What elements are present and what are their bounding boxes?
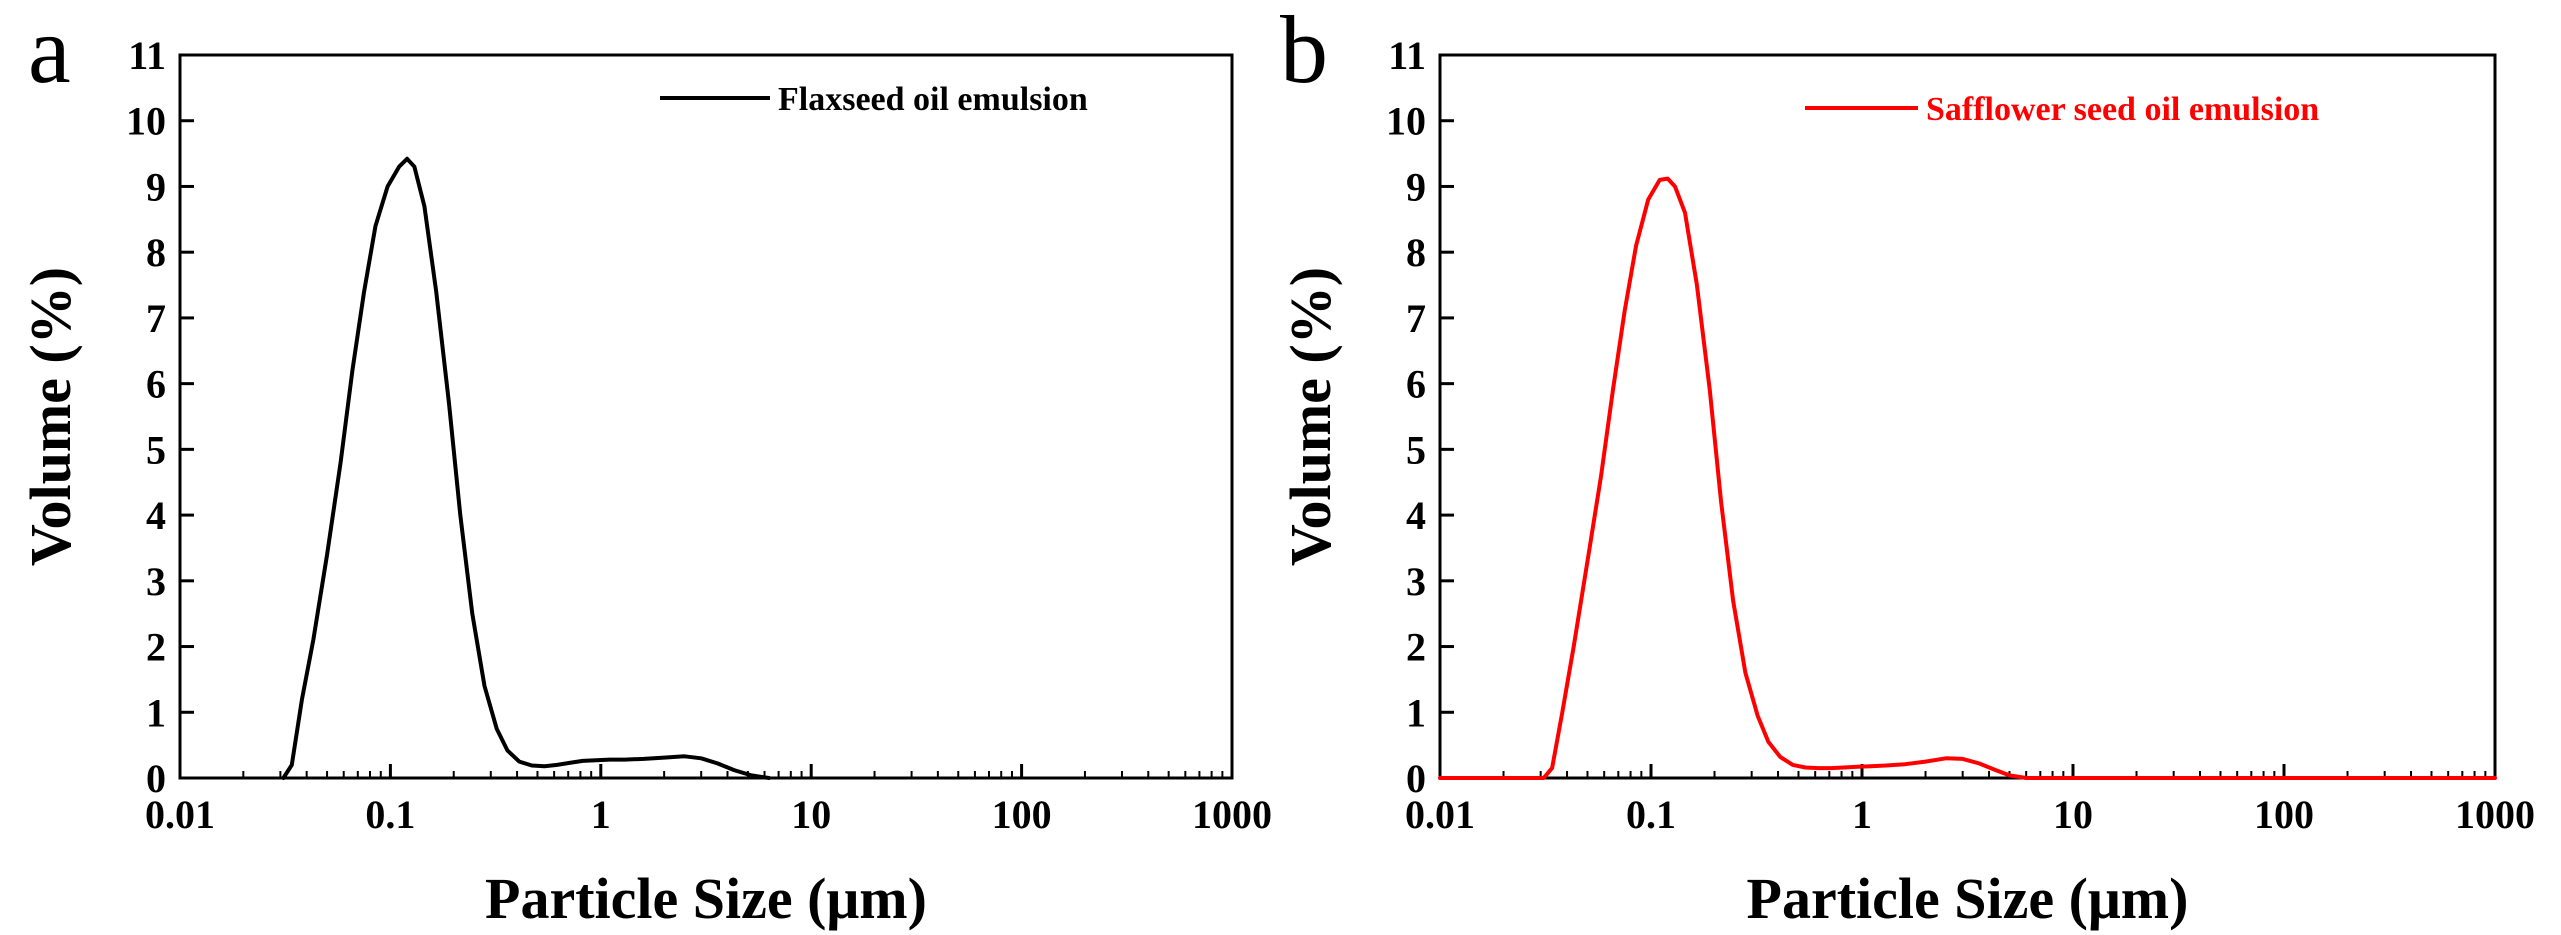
- x-tick-label: 1: [1852, 792, 1872, 837]
- x-tick-label: 0.01: [145, 792, 215, 837]
- y-tick-label: 4: [146, 493, 166, 538]
- y-tick-label: 11: [128, 33, 166, 78]
- y-tick-label: 8: [1406, 230, 1426, 275]
- y-tick-label: 6: [1406, 362, 1426, 407]
- x-tick-label: 1000: [1192, 792, 1272, 837]
- series-line: [281, 156, 771, 780]
- x-axis-title: Particle Size (μm): [485, 866, 927, 931]
- y-tick-label: 1: [146, 690, 166, 735]
- x-tick-label: 0.1: [1626, 792, 1676, 837]
- y-axis-title: Volume (%): [18, 267, 83, 566]
- y-tick-label: 3: [146, 559, 166, 604]
- y-tick-label: 10: [126, 99, 166, 144]
- panel-label-a: a: [28, 0, 71, 103]
- y-tick-label: 3: [1406, 559, 1426, 604]
- x-tick-label: 10: [791, 792, 831, 837]
- series-line: [1438, 176, 2497, 780]
- y-tick-label: 10: [1386, 99, 1426, 144]
- x-axis-title: Particle Size (μm): [1747, 866, 2189, 931]
- y-tick-label: 9: [1406, 164, 1426, 209]
- x-tick-label: 1000: [2455, 792, 2535, 837]
- y-tick-label: 7: [146, 296, 166, 341]
- legend-label: Flaxseed oil emulsion: [778, 81, 1088, 118]
- x-tick-label: 0.1: [365, 792, 415, 837]
- y-tick-label: 11: [1388, 33, 1426, 78]
- x-tick-label: 0.01: [1405, 792, 1475, 837]
- x-tick-label: 1: [591, 792, 611, 837]
- chart-panel-a: a 0 1 2 3 4 5 6 7 8 9 10 11 0.01 0.1 1 10 100 1000 Particl…: [18, 0, 1272, 931]
- y-tick-label: 4: [1406, 493, 1426, 538]
- y-tick-label: 1: [1406, 690, 1426, 735]
- y-tick-label: 5: [146, 427, 166, 472]
- plot-frame: [178, 53, 1234, 780]
- x-tick-label: 100: [2254, 792, 2314, 837]
- y-tick-label: 9: [146, 164, 166, 209]
- x-tick-label: 10: [2053, 792, 2093, 837]
- y-tick-label: 5: [1406, 427, 1426, 472]
- y-tick-label: 7: [1406, 296, 1426, 341]
- x-tick-label: 100: [992, 792, 1052, 837]
- legend-label: Safflower seed oil emulsion: [1926, 91, 2319, 128]
- y-tick-label: 6: [146, 362, 166, 407]
- y-tick-label: 0: [146, 756, 166, 801]
- panel-label-b: b: [1280, 0, 1328, 103]
- y-axis-title: Volume (%): [1278, 267, 1343, 566]
- y-tick-label: 2: [146, 625, 166, 670]
- y-tick-label: 8: [146, 230, 166, 275]
- y-tick-label: 2: [1406, 625, 1426, 670]
- y-tick-label: 0: [1406, 756, 1426, 801]
- plot-frame: [1438, 53, 2497, 780]
- chart-panel-b: b 0 1 2 3 4 5 6 7 8 9 10 11 0.01 0.1 1 10 100 1000 Particl…: [1278, 0, 2535, 931]
